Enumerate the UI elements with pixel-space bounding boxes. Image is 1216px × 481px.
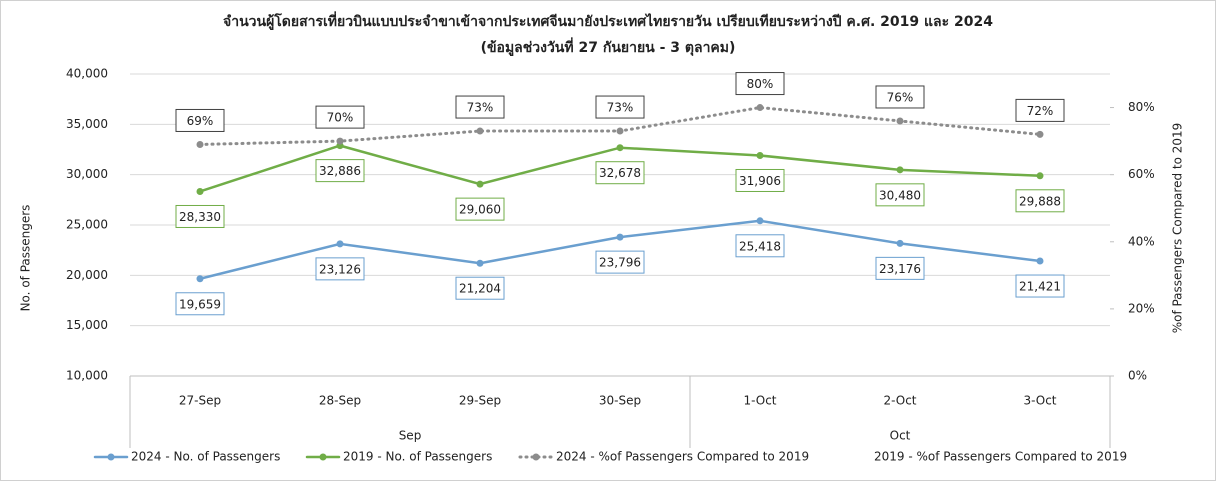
x-tick-label: 27-Sep: [179, 394, 221, 408]
point: [196, 187, 204, 195]
data-label: 80%: [747, 77, 774, 91]
data-label: 76%: [887, 90, 914, 104]
data-label: 69%: [187, 114, 214, 128]
x-tick-label: 1-Oct: [743, 394, 776, 408]
x-tick-label: 28-Sep: [319, 394, 361, 408]
x-group-label: Sep: [399, 429, 422, 443]
x-tick-label: 30-Sep: [599, 394, 641, 408]
point: [756, 217, 764, 225]
data-label-box: [595, 95, 645, 119]
data-label-box: [735, 72, 785, 96]
data-label-box: [735, 168, 785, 192]
point: [476, 259, 484, 267]
data-label-box: [455, 276, 505, 300]
data-label-box: [1015, 274, 1065, 298]
y2-tick-label: 40%: [1128, 234, 1155, 248]
data-label-box: [875, 256, 925, 280]
point: [336, 137, 344, 145]
y-tick-label: 10,000: [66, 369, 108, 383]
y-axis-title: No. of Passengers: [19, 205, 33, 312]
data-label: 73%: [467, 101, 494, 115]
data-label-box: [175, 292, 225, 316]
data-label: 21,421: [1019, 280, 1061, 294]
x-tick-label: 2-Oct: [883, 394, 916, 408]
point: [756, 151, 764, 159]
point: [1036, 130, 1044, 138]
data-label: 29,060: [459, 203, 501, 217]
point: [336, 240, 344, 248]
data-label: 32,886: [319, 164, 361, 178]
y2-axis-title: %of Passengers Compared to 2019: [1171, 123, 1185, 334]
chart-subtitle: (ข้อมูลช่วงวันที่ 27 กันยายน - 3 ตุลาคม): [481, 37, 736, 56]
data-label: 23,176: [879, 262, 921, 276]
y-tick-label: 40,000: [66, 67, 108, 81]
point: [896, 117, 904, 125]
data-label-box: [315, 257, 365, 281]
legend-marker: [107, 453, 115, 461]
data-label: 70%: [327, 111, 354, 125]
data-label: 19,659: [179, 297, 221, 311]
data-label-box: [455, 197, 505, 221]
legend-label: 2024 - %of Passengers Compared to 2019: [556, 450, 809, 464]
y2-tick-label: 20%: [1128, 301, 1155, 315]
point: [476, 180, 484, 188]
data-label-box: [175, 108, 225, 132]
data-label-box: [875, 183, 925, 207]
legend-marker: [319, 453, 327, 461]
data-label-box: [455, 95, 505, 119]
data-label-box: [595, 250, 645, 274]
y-tick-label: 15,000: [66, 318, 108, 332]
y2-tick-label: 80%: [1128, 100, 1155, 114]
data-label: 32,678: [599, 166, 641, 180]
y-tick-label: 20,000: [66, 268, 108, 282]
legend-label: 2019 - %of Passengers Compared to 2019: [874, 450, 1127, 464]
data-label-box: [875, 85, 925, 109]
y-tick-label: 30,000: [66, 167, 108, 181]
legend-label: 2019 - No. of Passengers: [343, 450, 492, 464]
x-tick-label: 29-Sep: [459, 394, 501, 408]
data-label: 28,330: [179, 210, 221, 224]
data-label-box: [315, 159, 365, 183]
data-label: 29,888: [1019, 194, 1061, 208]
point: [616, 127, 624, 135]
point: [1036, 172, 1044, 180]
data-label: 72%: [1027, 104, 1054, 118]
point: [616, 233, 624, 241]
point: [756, 104, 764, 112]
x-tick-label: 3-Oct: [1023, 394, 1056, 408]
data-label: 21,204: [459, 282, 501, 296]
data-label: 23,126: [319, 262, 361, 276]
point: [896, 166, 904, 174]
y-tick-label: 25,000: [66, 218, 108, 232]
y-tick-label: 35,000: [66, 117, 108, 131]
y2-tick-label: 60%: [1128, 167, 1155, 181]
chart-title: จำนวนผู้โดยสารเที่ยวบินแบบประจำขาเข้าจาก…: [223, 11, 993, 30]
data-label-box: [595, 161, 645, 185]
legend-label: 2024 - No. of Passengers: [131, 450, 280, 464]
data-label-box: [1015, 98, 1065, 122]
point: [196, 140, 204, 148]
point: [476, 127, 484, 135]
point: [1036, 257, 1044, 265]
data-label-box: [175, 204, 225, 228]
point: [896, 239, 904, 247]
data-label: 30,480: [879, 188, 921, 202]
data-label-box: [315, 105, 365, 129]
y2-tick-label: 0%: [1128, 369, 1147, 383]
point: [616, 144, 624, 152]
data-label: 73%: [607, 101, 634, 115]
data-label-box: [735, 234, 785, 258]
data-label: 25,418: [739, 239, 781, 253]
data-label: 23,796: [599, 256, 641, 270]
data-label: 31,906: [739, 174, 781, 188]
point: [196, 275, 204, 283]
x-group-label: Oct: [890, 429, 911, 443]
legend-marker: [532, 453, 540, 461]
data-label-box: [1015, 189, 1065, 213]
